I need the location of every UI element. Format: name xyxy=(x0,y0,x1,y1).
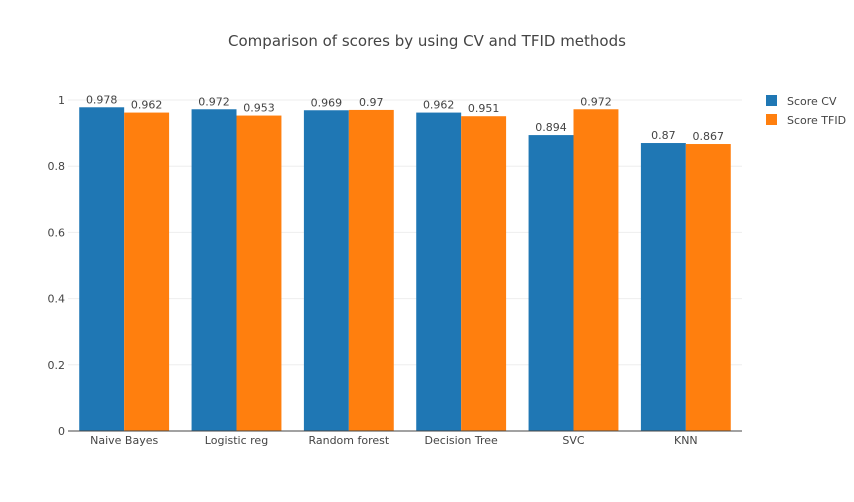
bar-score-cv xyxy=(528,135,574,431)
x-tick-label: Random forest xyxy=(308,434,389,447)
x-tick-label: Logistic reg xyxy=(205,434,268,447)
data-label: 0.87 xyxy=(651,129,676,142)
legend-label: Score CV xyxy=(787,95,837,108)
data-label: 0.953 xyxy=(243,102,275,115)
y-tick-label: 0.4 xyxy=(48,293,66,306)
x-tick-label: Naive Bayes xyxy=(90,434,158,447)
bar-score-cv xyxy=(640,143,686,431)
data-label: 0.97 xyxy=(359,96,384,109)
legend: Score CV Score TFID xyxy=(766,95,846,127)
x-tick-label: SVC xyxy=(562,434,585,447)
bar-score-tfid xyxy=(573,109,619,431)
bar-score-cv xyxy=(79,107,125,432)
y-tick-label: 0.2 xyxy=(48,359,66,372)
gridlines xyxy=(68,99,742,366)
data-label: 0.951 xyxy=(468,102,500,115)
data-label: 0.962 xyxy=(131,99,163,112)
chart-title: Comparison of scores by using CV and TFI… xyxy=(228,32,626,50)
data-label: 0.894 xyxy=(535,121,567,134)
x-axis: Naive Bayes Logistic reg Random forest Deci… xyxy=(68,430,742,447)
legend-swatch xyxy=(766,95,777,106)
data-label: 0.969 xyxy=(311,96,343,109)
bar-score-tfid xyxy=(236,115,282,431)
bar-score-tfid xyxy=(685,144,731,431)
data-label: 0.972 xyxy=(580,95,612,108)
y-tick-label: 0 xyxy=(58,425,65,438)
y-tick-label: 0.6 xyxy=(48,226,66,239)
x-tick-label: KNN xyxy=(674,434,698,447)
data-label: 0.962 xyxy=(423,99,455,112)
x-tick-label: Decision Tree xyxy=(425,434,498,447)
legend-swatch xyxy=(766,114,777,125)
y-tick-label: 1 xyxy=(58,94,65,107)
bar-score-cv xyxy=(416,112,462,431)
data-label: 0.978 xyxy=(86,93,118,106)
bar-score-tfid xyxy=(461,116,507,432)
bar-score-cv xyxy=(191,109,237,431)
legend-label: Score TFID xyxy=(787,114,846,127)
y-axis: 0 0.2 0.4 0.6 0.8 1 xyxy=(48,94,66,438)
bar-score-tfid xyxy=(124,112,170,431)
data-label: 0.972 xyxy=(198,95,230,108)
data-label: 0.867 xyxy=(693,130,725,143)
bars: 0.978 0.962 0.972 0.953 0.969 0.97 0.962 0.951 0… xyxy=(79,93,731,432)
bar-score-cv xyxy=(303,110,349,432)
bar-score-tfid xyxy=(348,109,394,432)
y-tick-label: 0.8 xyxy=(48,160,66,173)
